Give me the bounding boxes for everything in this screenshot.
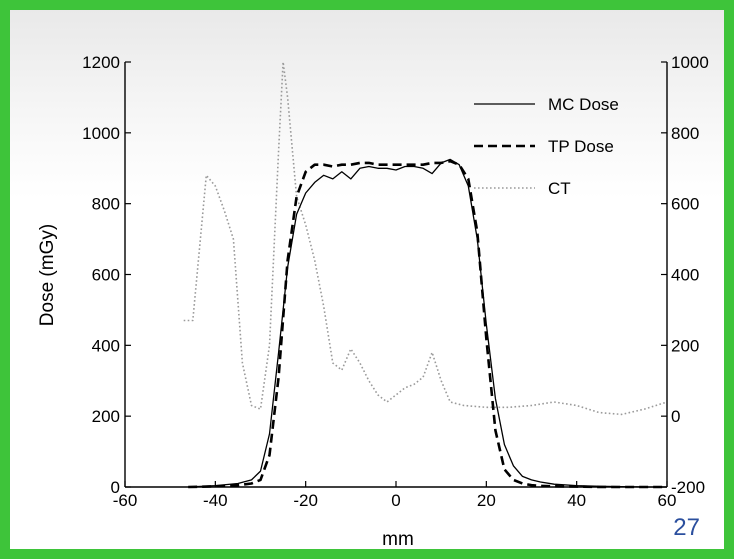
y2-tick-label: 200 — [671, 336, 699, 355]
y-tick-label: 800 — [92, 195, 120, 214]
x-axis-ticks: -60 -40 -20 0 20 40 60 — [113, 481, 677, 510]
x-tick-label: 0 — [391, 491, 400, 510]
y-tick-label: 1200 — [82, 53, 120, 72]
x-tick-label: -40 — [203, 491, 228, 510]
page-number: 27 — [673, 514, 700, 541]
y2-axis-ticks: -200 0 200 400 600 800 1000 — [661, 53, 709, 497]
y2-tick-label: 600 — [671, 195, 699, 214]
y-tick-label: 200 — [92, 407, 120, 426]
x-tick-label: 40 — [567, 491, 586, 510]
legend-label: TP Dose — [548, 137, 614, 156]
series-line-tp-dose — [188, 159, 667, 489]
x-tick-label: 20 — [477, 491, 496, 510]
y-tick-label: 600 — [92, 266, 120, 285]
y-axis-ticks: 0 200 400 600 800 1000 1200 — [82, 53, 131, 497]
slide-background — [10, 10, 724, 549]
y2-tick-label: -200 — [671, 478, 705, 497]
legend-label: CT — [548, 179, 571, 198]
y-axis-title: Dose (mGy) — [37, 224, 58, 326]
y2-tick-label: 800 — [671, 124, 699, 143]
y2-tick-label: 1000 — [671, 53, 709, 72]
y2-tick-label: 400 — [671, 266, 699, 285]
y-tick-label: 0 — [111, 478, 120, 497]
x-tick-label: 60 — [658, 491, 677, 510]
x-tick-label: -20 — [293, 491, 318, 510]
x-tick-label: -60 — [113, 491, 138, 510]
legend-label: MC Dose — [548, 95, 619, 114]
y-tick-label: 400 — [92, 336, 120, 355]
y2-tick-label: 0 — [671, 407, 680, 426]
series-layer — [183, 61, 668, 489]
y-tick-label: 1000 — [82, 124, 120, 143]
x-axis-title: mm — [382, 529, 414, 550]
legend: MC Dose TP Dose CT — [474, 95, 619, 198]
